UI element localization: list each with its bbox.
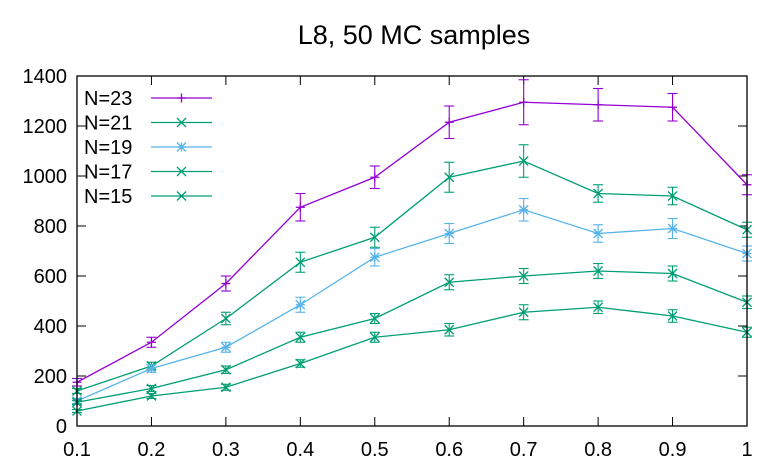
y-tick-label: 1200 <box>23 116 68 138</box>
y-tick-label: 600 <box>34 266 67 288</box>
data-point <box>667 311 678 321</box>
data-point <box>295 202 305 212</box>
x-tick-label: 0.5 <box>361 439 389 461</box>
y-tick-label: 200 <box>34 366 67 388</box>
data-point <box>667 268 678 279</box>
series-line <box>76 270 748 403</box>
y-tick-label: 0 <box>56 416 67 438</box>
y-tick-label: 1000 <box>23 166 68 188</box>
data-point <box>668 102 678 112</box>
series-line <box>76 209 748 402</box>
legend-marker <box>176 117 187 128</box>
data-point <box>295 358 306 369</box>
data-point <box>593 228 604 239</box>
data-point <box>370 172 380 182</box>
x-tick-label: 0.7 <box>510 439 538 461</box>
legend-label: N=23 <box>84 88 132 110</box>
legend-label: N=19 <box>84 137 132 159</box>
data-point <box>593 100 603 110</box>
data-point <box>369 252 380 263</box>
data-point <box>518 307 529 318</box>
chart-title: L8, 50 MC samples <box>298 20 531 50</box>
legend-label: N=17 <box>84 162 132 184</box>
legend: N=23 N=21N=19 N=17N=15 <box>84 88 212 208</box>
data-point <box>667 223 678 234</box>
data-point <box>518 271 529 281</box>
data-point <box>518 156 529 166</box>
y-tick-label: 1400 <box>23 66 68 88</box>
plot-area: 0.1 0.2 0.3 0.4 0.5 0.6 0.7 0.8 0.9 1 0 200 400 600 80… <box>23 66 753 461</box>
legend-marker <box>176 142 187 152</box>
data-point <box>146 383 157 394</box>
series-line <box>76 160 748 392</box>
y-tick-label: 400 <box>34 316 67 338</box>
series-n-21 <box>72 144 752 396</box>
data-point <box>220 364 231 375</box>
series-n-17 <box>72 262 752 408</box>
data-point <box>593 266 604 276</box>
data-point <box>295 257 306 268</box>
data-point <box>220 382 231 393</box>
data-point <box>146 391 157 401</box>
data-point <box>146 337 156 347</box>
x-tick-label: 0.6 <box>435 439 463 461</box>
data-point <box>593 302 604 313</box>
data-point <box>444 117 454 127</box>
legend-label: N=21 <box>84 113 132 135</box>
legend-label: N=15 <box>84 186 132 208</box>
x-tick-label: 0.2 <box>138 439 166 461</box>
data-point <box>593 188 604 199</box>
data-point <box>369 313 380 324</box>
y-tick-label: 800 <box>34 216 67 238</box>
data-point <box>220 313 231 324</box>
data-point <box>444 172 455 183</box>
series-n-23 <box>72 79 752 387</box>
data-point <box>295 299 306 310</box>
data-point <box>518 204 529 215</box>
legend-marker <box>177 93 186 103</box>
data-point <box>667 191 678 201</box>
x-tick-label: 0.8 <box>584 439 612 461</box>
series-line <box>76 306 748 412</box>
data-point <box>444 228 455 239</box>
data-point <box>444 277 455 288</box>
x-tick-label: 0.4 <box>286 439 314 461</box>
x-tick-label: 0.1 <box>63 439 91 461</box>
data-point <box>220 342 231 353</box>
data-point <box>369 232 380 243</box>
x-tick-label: 0.9 <box>659 439 687 461</box>
data-point <box>369 332 380 343</box>
series-n-15 <box>72 300 752 416</box>
legend-marker <box>176 191 187 201</box>
x-tick-label: 1 <box>741 439 752 461</box>
data-point <box>295 332 306 343</box>
series-n-19 <box>72 197 752 406</box>
legend-marker <box>176 166 187 177</box>
series-line <box>76 101 748 383</box>
data-point <box>146 363 157 374</box>
data-point <box>221 279 231 288</box>
x-tick-label: 0.3 <box>212 439 240 461</box>
plot-frame <box>76 75 748 427</box>
data-point <box>444 324 455 335</box>
data-point <box>519 97 529 107</box>
